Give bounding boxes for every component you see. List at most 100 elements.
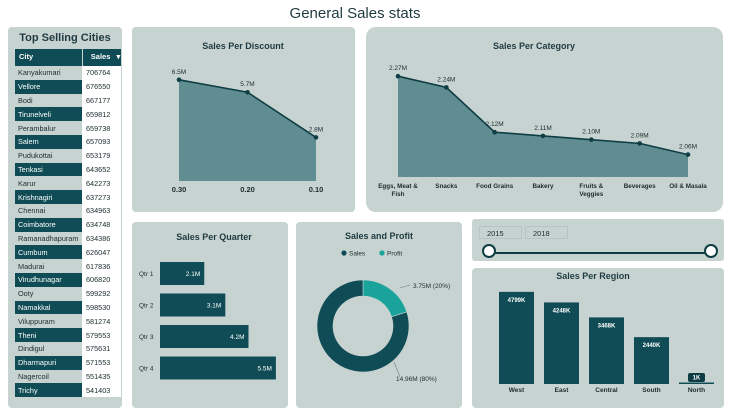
city-cell: Tirunelveli	[15, 107, 82, 122]
sales-per-region-chart: Sales Per Region 4799K West 4248K East 3468K C…	[499, 271, 714, 394]
sales-cell: 575631	[82, 341, 121, 356]
table-row[interactable]: Trichy 541403	[15, 383, 121, 398]
table-row[interactable]: Tenkasi 643652	[15, 162, 121, 177]
bar	[160, 262, 205, 285]
data-point	[313, 135, 319, 140]
leader-line	[393, 361, 401, 378]
data-label: 2.06M	[679, 144, 697, 151]
table-row[interactable]: Perambalur 659738	[15, 121, 121, 135]
chart-title: Sales Per Discount	[202, 41, 284, 51]
data-label: 2.11M	[534, 125, 552, 132]
table-row[interactable]: Bodi 667177	[15, 93, 121, 108]
city-column-header[interactable]: City	[19, 52, 34, 61]
table-row[interactable]: Virudhunagar 606820	[15, 272, 121, 287]
year-slider-start-handle[interactable]	[482, 244, 496, 258]
y-tick-label: Qtr 3	[139, 334, 154, 341]
city-cell: Kanyakumari	[15, 66, 82, 80]
city-cell: Cumbum	[15, 245, 82, 260]
x-tick-label: 0.30	[172, 185, 187, 194]
city-cell: Karur	[15, 176, 82, 191]
data-label: 2.24M	[437, 76, 455, 83]
table-row[interactable]: Tirunelveli 659812	[15, 107, 121, 122]
sales-cell: 617836	[82, 259, 121, 273]
data-label: 2.09M	[631, 132, 649, 139]
data-point	[685, 152, 691, 157]
chart-title: Sales Per Region	[556, 271, 630, 281]
area-fill	[179, 79, 316, 181]
cities-title: Top Selling Cities	[19, 32, 111, 44]
city-cell: Madurai	[15, 259, 82, 273]
data-label: 5.7M	[240, 81, 254, 88]
table-row[interactable]: Cumbum 626047	[15, 245, 121, 260]
legend-marker	[341, 250, 347, 256]
sales-cell: 599292	[82, 286, 121, 301]
table-row[interactable]: Coimbatore 634748	[15, 217, 121, 232]
table-row[interactable]: Karur 642273	[15, 176, 121, 191]
city-cell: Coimbatore	[15, 217, 82, 232]
data-label: 3468K	[598, 323, 616, 329]
bar	[160, 325, 249, 348]
sales-cell: 626047	[82, 245, 121, 260]
table-row[interactable]: Vellore 676550	[15, 79, 121, 94]
city-cell: Chennai	[15, 203, 82, 218]
table-row[interactable]: Nagercoil 551435	[15, 369, 121, 384]
year-from-input[interactable]: 2015	[479, 226, 522, 239]
year-slider-end-handle[interactable]	[704, 244, 718, 258]
chart-title: Sales Per Quarter	[176, 232, 252, 242]
table-row[interactable]: Ooty 599292	[15, 286, 121, 301]
sales-per-region-panel: Sales Per Region 4799K West 4248K East 3468K C…	[472, 268, 724, 408]
sales-slice	[316, 279, 410, 373]
table-row[interactable]: Dindigul 575631	[15, 341, 121, 356]
data-label: 1K	[693, 376, 701, 382]
x-tick-label: Eggs, Meat &	[378, 183, 418, 190]
table-row[interactable]: Madurai 617836	[15, 259, 121, 273]
sales-column-header[interactable]: Sales ▾	[81, 49, 121, 66]
sales-and-profit-chart: Sales and Profit Sales Profit 3.75M (20%) 14…	[316, 231, 450, 383]
sales-and-profit-panel: Sales and Profit Sales Profit 3.75M (20%) 14…	[296, 222, 462, 408]
x-tick-label: 0.10	[309, 185, 324, 194]
table-row[interactable]: Kanyakumari 706764	[15, 66, 121, 80]
city-cell: Ooty	[15, 286, 82, 301]
city-cell: Tenkasi	[15, 162, 82, 177]
bar	[634, 337, 669, 384]
table-row[interactable]: Ramanadhapuram 634386	[15, 231, 121, 246]
bar	[544, 302, 579, 384]
x-tick-label: Central	[595, 387, 618, 394]
table-row[interactable]: Viluppuram 581274	[15, 314, 121, 329]
sales-cell: 642273	[82, 176, 121, 191]
leader-line	[399, 284, 411, 289]
x-tick-label: Fruits &	[579, 183, 603, 190]
x-tick-label: Veggies	[579, 191, 603, 198]
x-tick-label: Beverages	[624, 183, 656, 190]
x-tick-label: Snacks	[435, 183, 458, 190]
data-label: 14.96M (80%)	[396, 376, 437, 383]
city-cell: Bodi	[15, 93, 82, 108]
table-row[interactable]: Krishnagiri 637273	[15, 190, 121, 204]
legend-label: Sales	[349, 251, 366, 258]
city-cell: Virudhunagar	[15, 272, 82, 287]
city-cell: Perambalur	[15, 121, 82, 135]
data-point	[245, 89, 250, 95]
table-row[interactable]: Theni 579553	[15, 328, 121, 342]
table-row[interactable]: Dharmapuri 571553	[15, 355, 121, 370]
legend-marker	[379, 250, 385, 256]
table-row[interactable]: Salem 657093	[15, 134, 121, 149]
bar	[160, 293, 226, 317]
table-row[interactable]: Namakkal 598530	[15, 300, 121, 315]
table-row[interactable]: Chennai 634963	[15, 203, 121, 218]
sales-cell: 581274	[82, 314, 121, 329]
city-cell: Dindigul	[15, 341, 82, 356]
sales-cell: 571553	[82, 355, 121, 370]
table-row[interactable]: Pudukottai 653179	[15, 148, 121, 163]
year-to-input[interactable]: 2018	[525, 226, 568, 239]
sales-cell: 634386	[82, 231, 121, 246]
city-cell: Theni	[15, 328, 82, 342]
data-label: 4248K	[553, 308, 571, 314]
y-tick-label: Qtr 1	[139, 271, 154, 278]
data-label: 2.1M	[186, 271, 200, 278]
data-point	[395, 73, 401, 79]
city-cell: Trichy	[15, 383, 82, 398]
data-point	[492, 129, 497, 135]
sales-cell: 653179	[82, 148, 121, 163]
year-slider-track[interactable]	[487, 252, 711, 254]
